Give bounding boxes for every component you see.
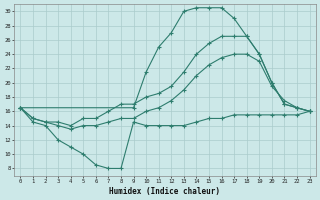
X-axis label: Humidex (Indice chaleur): Humidex (Indice chaleur): [109, 187, 220, 196]
